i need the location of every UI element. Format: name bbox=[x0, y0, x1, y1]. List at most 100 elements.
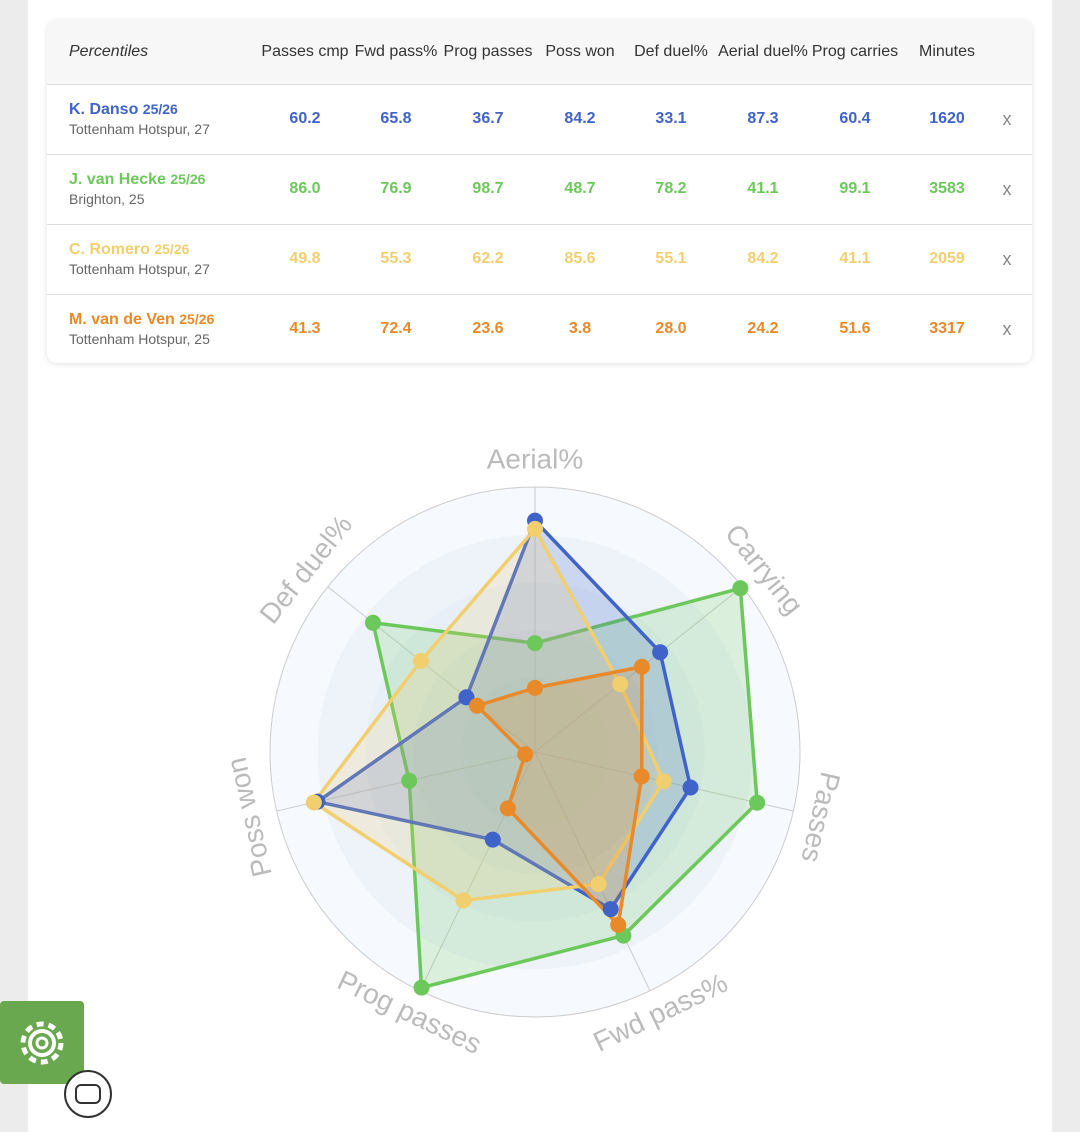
remove-button[interactable]: x bbox=[1002, 178, 1012, 199]
value-cell: 41.1 bbox=[839, 250, 871, 267]
value-cell: 36.7 bbox=[472, 110, 504, 127]
data-point bbox=[455, 892, 472, 909]
value-cell: 86.0 bbox=[289, 180, 321, 197]
header-cell: Def duel% bbox=[634, 43, 708, 60]
season: 25/26 bbox=[170, 171, 206, 187]
data-point bbox=[682, 779, 699, 796]
table-row: K. Danso 25/26 Tottenham Hotspur, 27 60.2 6… bbox=[47, 84, 1032, 155]
value-cell: 49.8 bbox=[289, 250, 321, 267]
series-area bbox=[475, 664, 644, 927]
value-cell: 41.3 bbox=[289, 320, 321, 337]
value-cell: 85.6 bbox=[564, 250, 596, 267]
player-name: C. Romero 25/26 bbox=[69, 241, 189, 259]
player-name: J. van Hecke 25/26 bbox=[69, 171, 205, 189]
remove-button[interactable]: x bbox=[1002, 108, 1012, 129]
data-point bbox=[602, 901, 619, 918]
spoke bbox=[327, 586, 536, 753]
season: 25/26 bbox=[154, 241, 190, 257]
spoke bbox=[419, 751, 536, 991]
series-area bbox=[312, 527, 666, 903]
remove-button[interactable]: x bbox=[1002, 318, 1012, 339]
name: M. van de Ven bbox=[69, 311, 175, 328]
value-cell: 48.7 bbox=[564, 180, 596, 197]
table-row: J. van Hecke 25/26 Brighton, 25 86.0 76.9 98… bbox=[47, 154, 1032, 225]
axis-label: Passes bbox=[795, 769, 846, 865]
data-point bbox=[401, 772, 418, 789]
data-point bbox=[612, 676, 629, 693]
data-point bbox=[305, 794, 322, 811]
axis-label: Aerial% bbox=[487, 443, 583, 474]
value-cell: 72.4 bbox=[380, 320, 412, 337]
club: Tottenham Hotspur, 27 bbox=[69, 261, 210, 277]
table-row: M. van de Ven 25/26 Tottenham Hotspur, 25… bbox=[47, 294, 1032, 363]
value-cell: 84.2 bbox=[747, 250, 779, 267]
name: J. van Hecke bbox=[69, 171, 166, 188]
club: Tottenham Hotspur, 25 bbox=[69, 331, 210, 347]
value-cell: 84.2 bbox=[564, 110, 596, 127]
table: Percentiles Passes cmp Fwd pass% Prog passe… bbox=[47, 20, 1032, 363]
value-cell: 2059 bbox=[929, 250, 965, 267]
header-cell: Minutes bbox=[918, 43, 976, 60]
value-cell: 55.1 bbox=[655, 250, 687, 267]
data-point bbox=[517, 746, 534, 763]
value-cell: 51.6 bbox=[839, 320, 871, 337]
data-point bbox=[499, 800, 516, 817]
header-cell: Poss won bbox=[545, 43, 615, 60]
season: 25/26 bbox=[179, 311, 215, 327]
header-cell: Fwd pass% bbox=[354, 43, 438, 60]
data-point bbox=[364, 614, 381, 631]
data-point bbox=[633, 658, 650, 675]
header-cell: Percentiles bbox=[69, 43, 149, 60]
header-cell: Prog passes bbox=[443, 43, 533, 60]
name: K. Danso bbox=[69, 101, 139, 118]
remove-button[interactable]: x bbox=[1002, 248, 1012, 269]
value-cell: 55.3 bbox=[380, 250, 412, 267]
value-cell: 33.1 bbox=[655, 110, 687, 127]
value-cell: 28.0 bbox=[655, 320, 687, 337]
value-cell: 41.1 bbox=[747, 180, 779, 197]
data-point bbox=[749, 794, 766, 811]
data-point bbox=[527, 635, 543, 652]
value-cell: 99.1 bbox=[839, 180, 871, 197]
series-area bbox=[315, 518, 693, 911]
data-point bbox=[468, 697, 485, 714]
value-cell: 78.2 bbox=[655, 180, 687, 197]
club: Brighton, 25 bbox=[69, 191, 145, 207]
data-point bbox=[652, 644, 669, 661]
data-point bbox=[590, 876, 607, 893]
table-header: Percentiles Passes cmp Fwd pass% Prog passe… bbox=[47, 20, 1032, 85]
header-cell: Aerial duel% bbox=[718, 43, 808, 60]
spoke bbox=[534, 751, 651, 991]
value-cell: 3.8 bbox=[568, 320, 592, 337]
value-cell: 23.6 bbox=[472, 320, 504, 337]
data-point bbox=[527, 679, 543, 696]
value-cell: 62.2 bbox=[472, 250, 504, 267]
player-name: K. Danso 25/26 bbox=[69, 101, 178, 119]
data-point bbox=[655, 773, 672, 790]
value-cell: 3583 bbox=[929, 180, 965, 197]
data-point bbox=[527, 520, 543, 537]
value-cell: 24.2 bbox=[747, 320, 779, 337]
data-point bbox=[732, 580, 749, 597]
value-cell: 76.9 bbox=[380, 180, 412, 197]
table-row: C. Romero 25/26 Tottenham Hotspur, 27 49.8… bbox=[47, 224, 1032, 295]
player-name: M. van de Ven 25/26 bbox=[69, 311, 214, 329]
value-cell: 60.2 bbox=[289, 110, 321, 127]
logo bbox=[64, 1070, 112, 1118]
value-cell: 65.8 bbox=[380, 110, 412, 127]
data-point bbox=[413, 979, 430, 996]
value-cell: 87.3 bbox=[747, 110, 779, 127]
value-cell: 1620 bbox=[929, 110, 965, 127]
season: 25/26 bbox=[142, 101, 178, 117]
value-cell: 3317 bbox=[929, 320, 965, 337]
data-point bbox=[412, 652, 429, 669]
club: Tottenham Hotspur, 27 bbox=[69, 121, 210, 137]
name: C. Romero bbox=[69, 241, 150, 258]
data-point bbox=[610, 916, 627, 933]
settings-button[interactable] bbox=[0, 1001, 84, 1084]
header-cell: Prog carries bbox=[811, 43, 899, 60]
value-cell: 60.4 bbox=[839, 110, 871, 127]
data-point bbox=[633, 768, 650, 785]
